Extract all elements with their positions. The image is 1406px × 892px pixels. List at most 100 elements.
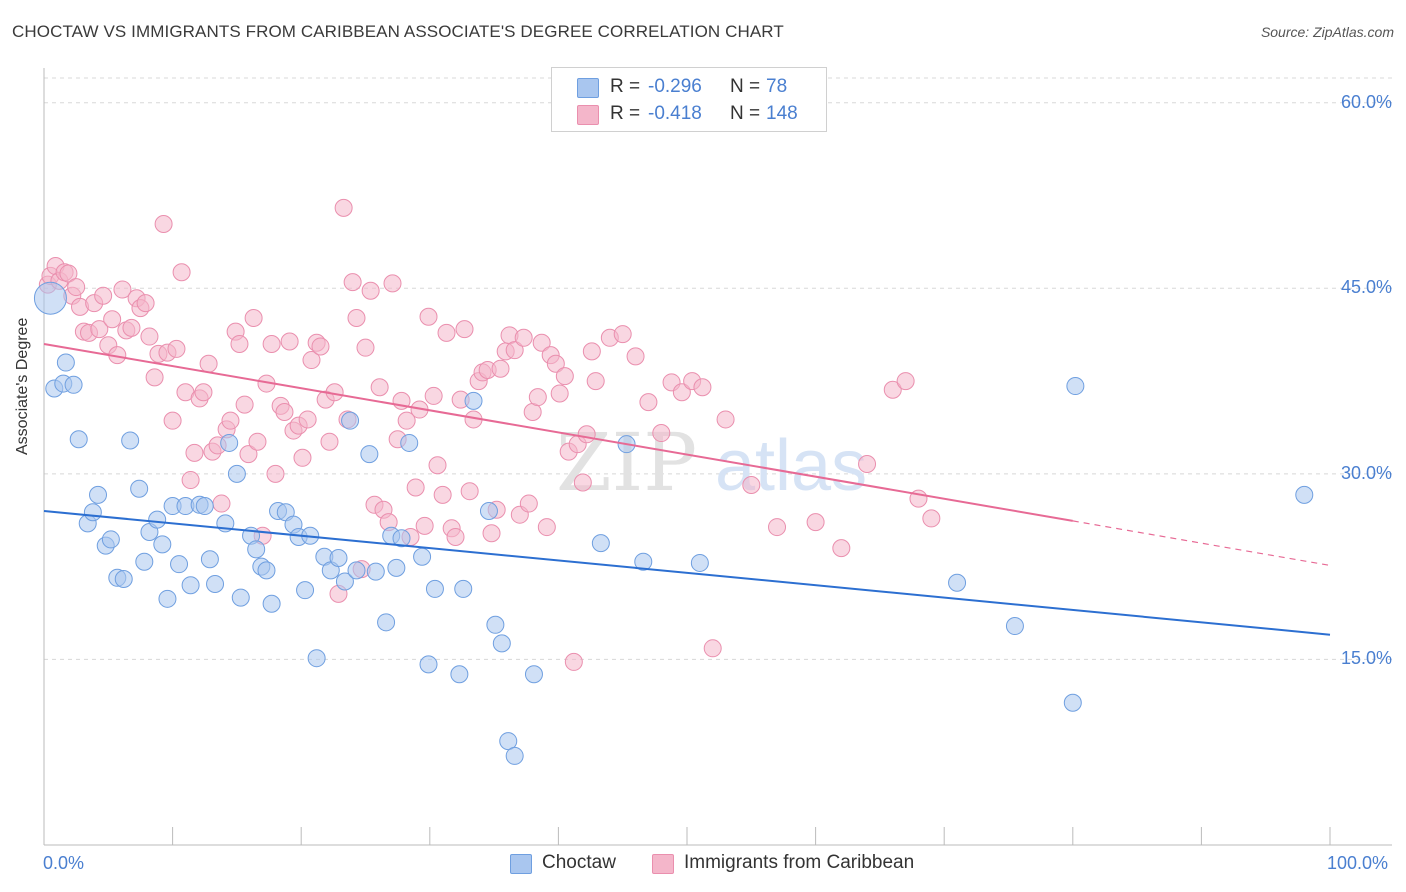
data-point-caribbean <box>639 393 658 412</box>
legend-label-caribbean: Immigrants from Caribbean <box>684 852 915 873</box>
data-point-choctaw <box>200 550 219 569</box>
data-point-caribbean <box>235 395 254 414</box>
trend-line-choctaw <box>43 509 1331 636</box>
r-value: -0.296 <box>648 76 702 97</box>
data-point-caribbean <box>248 432 267 451</box>
data-point-choctaw <box>247 540 266 559</box>
data-point-caribbean <box>140 327 159 346</box>
data-point-choctaw <box>591 534 610 553</box>
data-point-caribbean <box>550 384 569 403</box>
data-point-choctaw <box>413 547 432 566</box>
gridlines <box>44 77 1392 660</box>
data-point-choctaw <box>153 535 172 554</box>
data-point-caribbean <box>167 339 186 358</box>
data-point-caribbean <box>67 278 86 297</box>
data-point-caribbean <box>532 333 551 352</box>
data-point-caribbean <box>537 518 556 537</box>
data-point-choctaw <box>227 464 246 483</box>
data-point-caribbean <box>482 524 501 543</box>
data-point-caribbean <box>858 454 877 473</box>
chart-title: CHOCTAW VS IMMIGRANTS FROM CARIBBEAN ASS… <box>12 22 784 41</box>
data-point-choctaw <box>366 562 385 581</box>
data-point-caribbean <box>212 494 231 513</box>
data-point-choctaw <box>158 589 177 608</box>
data-point-caribbean <box>397 411 416 430</box>
data-point-choctaw <box>56 353 75 372</box>
data-point-caribbean <box>460 482 479 501</box>
data-point-choctaw <box>1295 485 1314 504</box>
data-point-caribbean <box>163 411 182 430</box>
data-point-caribbean <box>742 476 761 495</box>
data-point-choctaw <box>347 561 366 580</box>
data-point-caribbean <box>103 310 122 329</box>
data-point-choctaw <box>392 529 411 548</box>
data-point-caribbean <box>519 494 538 513</box>
data-point-caribbean <box>693 378 712 397</box>
data-point-caribbean <box>672 383 691 402</box>
data-point-caribbean <box>406 478 425 497</box>
data-point-choctaw <box>360 445 379 464</box>
data-point-caribbean <box>172 263 191 282</box>
r-label: R = <box>610 76 641 97</box>
legend-swatch-choctaw <box>510 854 532 874</box>
data-point-caribbean <box>185 443 204 462</box>
data-point-caribbean <box>266 464 285 483</box>
data-point-choctaw <box>33 281 67 315</box>
data-point-choctaw <box>464 391 483 410</box>
data-point-caribbean <box>832 539 851 558</box>
data-point-caribbean <box>922 509 941 528</box>
data-point-choctaw <box>148 510 167 529</box>
choctaw-swatch <box>577 78 599 98</box>
data-point-choctaw <box>387 558 406 577</box>
data-point-caribbean <box>564 652 583 671</box>
data-point-caribbean <box>437 323 456 342</box>
data-point-caribbean <box>415 516 434 535</box>
data-point-caribbean <box>370 378 389 397</box>
data-point-caribbean <box>361 281 380 300</box>
data-point-choctaw <box>377 613 396 632</box>
data-point-caribbean <box>122 318 141 337</box>
data-point-choctaw <box>524 665 543 684</box>
data-point-choctaw <box>505 746 524 765</box>
data-point-caribbean <box>311 337 330 356</box>
data-point-caribbean <box>154 214 173 233</box>
data-point-caribbean <box>768 518 787 537</box>
data-point-caribbean <box>716 410 735 429</box>
data-point-caribbean <box>320 432 339 451</box>
data-point-caribbean <box>573 473 592 492</box>
data-point-choctaw <box>1066 377 1085 396</box>
data-point-caribbean <box>145 368 164 387</box>
y-tick-label: 45.0% <box>1340 277 1392 298</box>
data-point-caribbean <box>194 383 213 402</box>
data-point-caribbean <box>652 424 671 443</box>
data-point-choctaw <box>1005 617 1024 636</box>
y-tick-label: 30.0% <box>1340 462 1392 483</box>
data-point-caribbean <box>555 367 574 386</box>
data-point-caribbean <box>302 351 321 370</box>
data-point-choctaw <box>262 594 281 613</box>
y-tick-label: 60.0% <box>1340 91 1392 112</box>
data-point-caribbean <box>419 307 438 326</box>
r-label: R = <box>610 103 641 124</box>
data-point-choctaw <box>121 431 140 450</box>
data-point-choctaw <box>948 573 967 592</box>
data-point-caribbean <box>546 354 565 373</box>
data-point-caribbean <box>181 471 200 490</box>
n-value: 148 <box>766 103 798 124</box>
stats-box: R = -0.296 N = 78 R = -0.418 N = 148 <box>551 67 827 132</box>
legend-label-choctaw: Choctaw <box>542 852 616 873</box>
stats-row-caribbean: R = -0.418 N = 148 <box>552 101 826 129</box>
data-point-choctaw <box>454 579 473 598</box>
data-point-caribbean <box>199 354 218 373</box>
data-point-choctaw <box>479 501 498 520</box>
data-point-caribbean <box>90 320 109 339</box>
axes <box>43 68 1392 846</box>
data-point-caribbean <box>298 410 317 429</box>
watermark-atlas: atlas <box>715 426 867 506</box>
data-point-choctaw <box>220 433 239 452</box>
data-point-caribbean <box>433 485 452 504</box>
data-point-caribbean <box>455 320 474 339</box>
stats-row-choctaw: R = -0.296 N = 78 <box>552 74 826 102</box>
data-point-choctaw <box>231 588 250 607</box>
data-point-choctaw <box>195 497 214 516</box>
